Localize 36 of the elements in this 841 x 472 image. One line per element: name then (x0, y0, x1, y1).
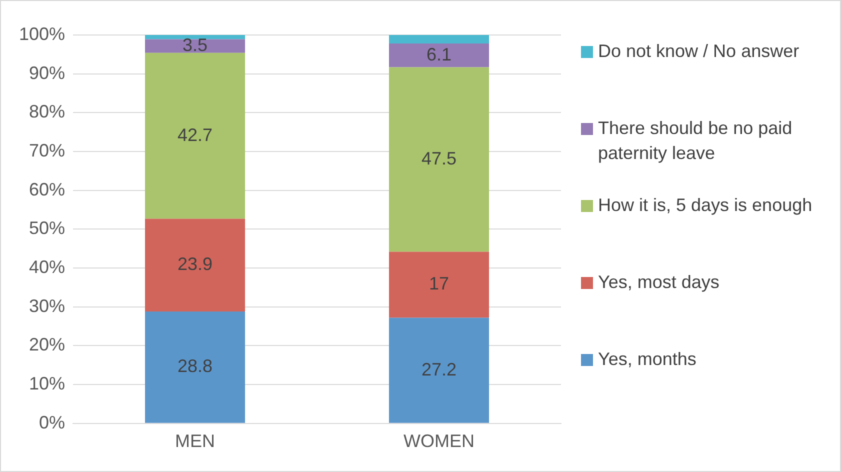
data-label: 28.8 (178, 356, 213, 376)
bar (145, 35, 246, 40)
legend-label: Yes, most days (598, 271, 720, 294)
y-tick-label: 90% (29, 62, 66, 83)
x-tick-label: MEN (175, 431, 216, 452)
bar (388, 318, 490, 423)
data-label: 42.7 (178, 124, 213, 145)
y-tick-label: 100% (18, 24, 66, 44)
bar (388, 252, 490, 318)
bar (388, 44, 490, 68)
y-tick-label: 40% (29, 257, 66, 278)
y-tick-label: 80% (29, 102, 66, 122)
bar (145, 39, 246, 53)
data-label: 23.9 (178, 254, 213, 274)
y-tick-label: 50% (29, 218, 66, 238)
x-tick-label: WOMEN (404, 431, 475, 452)
data-label: 6.1 (426, 44, 452, 64)
data-label: 47.5 (421, 148, 457, 168)
legend-label: How it is, 5 days is enough (598, 194, 812, 217)
y-tick-label: 20% (29, 334, 66, 355)
legend-label: Do not know / No answer (598, 40, 800, 63)
bar (388, 67, 490, 252)
y-tick-label: 0% (39, 412, 66, 432)
bar (145, 218, 246, 312)
legend-label: There should be no paid paternity leave (598, 117, 794, 165)
bar (388, 35, 490, 44)
data-label: 17 (428, 274, 450, 294)
y-tick-label: 70% (29, 140, 66, 160)
y-tick-label: 60% (29, 179, 66, 200)
y-tick-label: 10% (29, 374, 66, 394)
data-label: 27.2 (421, 359, 457, 380)
data-label: 3.5 (182, 35, 208, 56)
y-tick-label: 30% (29, 296, 66, 316)
legend-label: Yes, months (598, 348, 696, 371)
bar (145, 312, 246, 423)
bar (145, 52, 246, 219)
